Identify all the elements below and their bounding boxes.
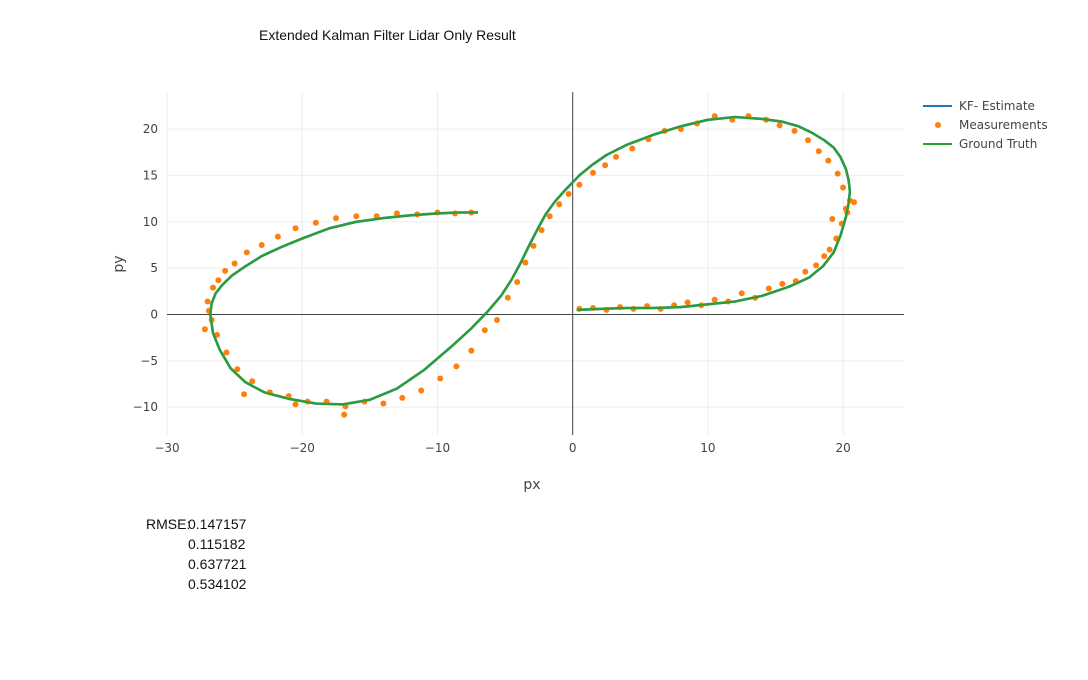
measurement-point	[341, 411, 348, 418]
y-tick-label: 5	[150, 261, 158, 275]
ground-truth-line	[209, 115, 852, 406]
measurement-point	[576, 181, 583, 188]
measurement-point	[530, 242, 537, 249]
measurement-point	[834, 170, 841, 177]
measurement-point	[565, 191, 572, 197]
rmse-value: 0.147157	[188, 516, 247, 532]
measurement-point	[546, 213, 553, 220]
rmse-block: RMSE: 0.147157 0.115182 0.637721 0.53410…	[146, 514, 246, 594]
measurement-point	[711, 113, 718, 120]
measurement-point	[418, 387, 425, 394]
measurement-point	[805, 137, 811, 144]
rmse-row: 0.637721	[146, 554, 246, 574]
y-tick-label: 20	[143, 122, 158, 136]
chart-title: Extended Kalman Filter Lidar Only Result	[259, 27, 516, 43]
measurement-point	[204, 298, 211, 305]
measurement-point	[380, 400, 387, 407]
measurement-point	[825, 157, 832, 164]
measurement-point	[494, 317, 500, 323]
legend-label: KF- Estimate	[959, 99, 1035, 113]
y-tick-label: 15	[143, 168, 158, 182]
measurement-point	[821, 253, 828, 260]
measurement-point	[292, 225, 299, 232]
y-tick-label: 10	[143, 215, 158, 229]
measurement-point	[791, 127, 798, 134]
measurement-point	[813, 262, 820, 269]
measurement-point	[223, 349, 230, 356]
x-axis-title: px	[523, 477, 540, 493]
measurement-point	[333, 215, 339, 222]
x-tick-label: −10	[425, 441, 450, 455]
rmse-value: 0.637721	[188, 556, 247, 572]
measurement-point	[353, 213, 360, 220]
y-axis-title: py	[111, 255, 127, 272]
measurement-point	[514, 279, 521, 285]
measurement-point	[602, 162, 609, 169]
measurement-point	[373, 213, 380, 220]
measurement-point	[437, 375, 444, 382]
rmse-label: RMSE:	[146, 516, 191, 532]
measurement-point	[711, 296, 718, 303]
legend-swatch	[935, 122, 941, 128]
measurement-point	[274, 233, 281, 240]
rmse-row: 0.115182	[146, 534, 246, 554]
tick-labels: −30 −20 −10 0 10 20 −10 −5 0 5 10 15 20	[133, 122, 851, 455]
measurement-point	[538, 227, 545, 234]
legend-label: Ground Truth	[959, 137, 1037, 151]
measurement-point	[802, 268, 809, 275]
rmse-row: RMSE: 0.147157	[146, 514, 246, 534]
measurement-point	[292, 401, 299, 408]
y-tick-label: −10	[133, 400, 158, 414]
grid	[166, 92, 904, 435]
rmse-row: 0.534102	[146, 574, 246, 594]
zero-lines	[167, 92, 904, 435]
measurement-point	[840, 184, 847, 191]
measurement-points	[201, 113, 857, 418]
measurement-point	[504, 294, 511, 301]
measurement-point	[522, 259, 529, 266]
measurement-point	[210, 284, 216, 291]
measurement-point	[613, 153, 619, 160]
series	[201, 113, 857, 418]
measurement-point	[684, 299, 691, 306]
legend-label: Measurements	[959, 118, 1048, 132]
y-tick-label: 0	[150, 307, 158, 321]
measurement-point	[215, 277, 222, 284]
measurement-point	[312, 219, 319, 226]
x-tick-label: 10	[700, 441, 715, 455]
measurement-point	[556, 201, 563, 208]
measurement-point	[481, 327, 488, 334]
legend: KF- Estimate Measurements Ground Truth	[923, 99, 1048, 151]
measurement-point	[393, 210, 400, 217]
measurement-point	[776, 122, 783, 129]
measurement-point	[815, 148, 822, 155]
measurement-point	[243, 249, 250, 256]
x-tick-label: −30	[154, 441, 179, 455]
measurement-point	[453, 363, 460, 370]
x-tick-label: 0	[569, 441, 577, 455]
rmse-value: 0.534102	[188, 576, 247, 592]
measurement-point	[629, 145, 636, 152]
measurement-point	[234, 366, 241, 373]
measurement-point	[851, 199, 857, 206]
measurement-point	[829, 216, 836, 222]
measurement-point	[258, 242, 265, 248]
measurement-point	[468, 347, 475, 354]
measurement-point	[222, 267, 229, 274]
measurement-point	[738, 290, 745, 297]
measurement-point	[241, 391, 248, 398]
measurement-point	[779, 280, 786, 287]
x-tick-label: −20	[290, 441, 315, 455]
rmse-value: 0.115182	[188, 536, 246, 552]
measurement-point	[399, 394, 406, 401]
measurement-point	[249, 378, 256, 385]
y-tick-label: −5	[140, 354, 158, 368]
measurement-point	[826, 246, 833, 253]
measurement-point	[231, 260, 238, 267]
measurement-point	[590, 169, 596, 176]
measurement-point	[765, 285, 772, 292]
x-tick-label: 20	[836, 441, 851, 455]
measurement-point	[201, 326, 208, 333]
